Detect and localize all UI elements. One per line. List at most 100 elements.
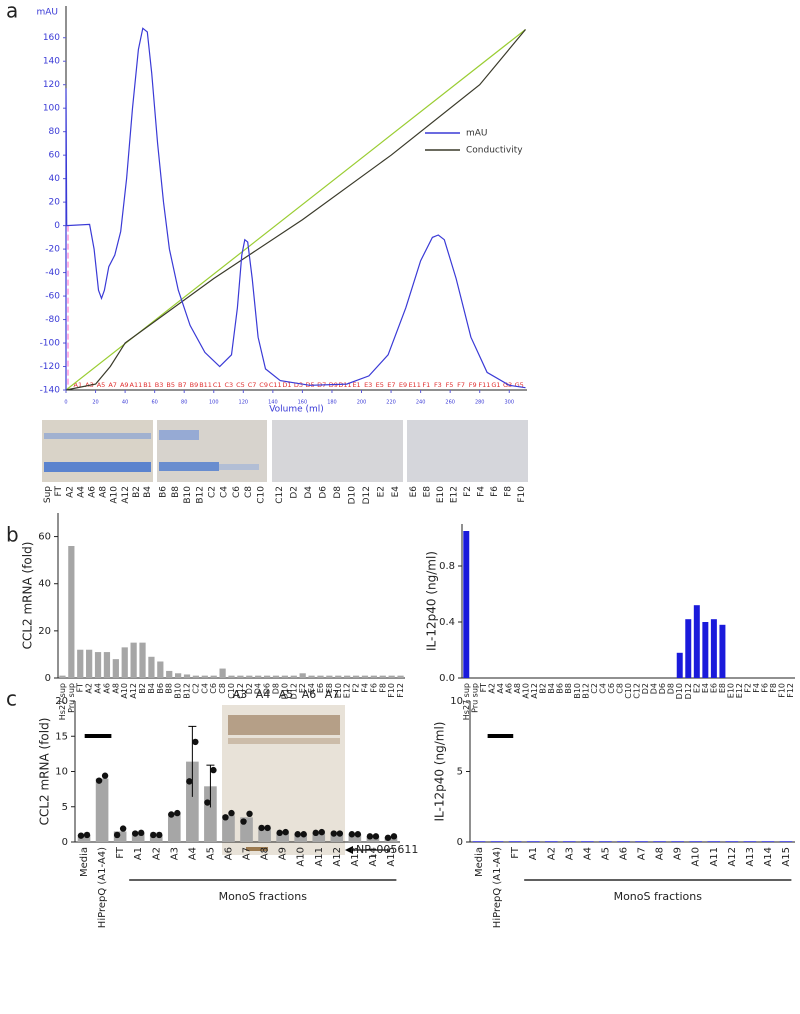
gel-lane-label: F8 — [503, 486, 513, 497]
x-tick-label: E10 — [726, 683, 735, 698]
bar — [299, 673, 306, 678]
bar — [397, 675, 404, 678]
x-tick-label: C8 — [218, 683, 227, 694]
bar — [725, 841, 739, 842]
gel-lane-label: A10 — [110, 486, 120, 504]
x-tick-label: E12 — [735, 683, 744, 698]
bar — [710, 619, 717, 678]
inset-lane-label: A4 — [256, 688, 271, 701]
x-tick-label: A8 — [655, 847, 666, 860]
bar — [112, 659, 119, 678]
x-tick-label: B6 — [556, 683, 565, 694]
fraction-label: A9 — [120, 381, 129, 389]
x-tick-label: D6 — [658, 683, 667, 694]
y-tick-label: 0 — [62, 837, 68, 848]
bar — [77, 834, 91, 842]
gel-lane-label: E2 — [377, 486, 387, 497]
replicate-point — [336, 830, 344, 837]
replicate-point — [348, 831, 356, 838]
replicate-point — [366, 833, 374, 840]
gel-lane-label: C10 — [256, 486, 266, 504]
y-tick-label: 60 — [38, 532, 51, 543]
replicate-point — [258, 824, 265, 832]
x-tick-label: D10 — [280, 683, 289, 699]
bar — [472, 841, 486, 842]
x-tick-label: D8 — [667, 683, 676, 694]
replicate-point — [131, 830, 139, 837]
data-line — [65, 27, 526, 390]
bar — [246, 675, 253, 678]
x-tick-label: A8 — [111, 683, 120, 694]
x-tick-label: A4 — [496, 683, 505, 694]
fraction-label: E7 — [387, 381, 395, 389]
x-tick-label: Pru sup — [470, 683, 479, 713]
data-line — [65, 29, 526, 391]
replicate-point — [264, 824, 271, 832]
x-tick-label: A6 — [223, 847, 234, 860]
x-tick-label: D8 — [271, 683, 280, 694]
x-tick-label: F8 — [769, 683, 778, 693]
bar — [544, 841, 558, 842]
x-tick-label: A6 — [504, 683, 513, 694]
bar — [361, 675, 369, 678]
y-tick-label: 120 — [43, 80, 60, 90]
bar — [562, 841, 576, 842]
fraction-label: C3 — [224, 381, 233, 389]
replicate-point — [174, 809, 181, 817]
bar — [281, 675, 288, 678]
x-tick-label: 300 — [504, 400, 514, 406]
inset-lane-label: A6 — [302, 688, 317, 701]
x-tick-label: A12 — [530, 683, 539, 699]
gel-lane-label: E12 — [450, 486, 460, 503]
gel-lane-label: D4 — [304, 486, 314, 499]
y-tick-label: 60 — [49, 151, 61, 161]
bar — [743, 841, 757, 842]
bar — [166, 670, 173, 678]
bracket-label: MonoS fractions — [219, 890, 308, 903]
x-tick-label: Media — [79, 847, 90, 877]
gel-lane-label: D12 — [362, 486, 372, 504]
fraction-label: C7 — [248, 381, 257, 389]
x-tick-label: 60 — [151, 400, 157, 406]
x-tick-label: B4 — [147, 683, 156, 694]
x-tick-label: A11 — [709, 847, 720, 867]
bar — [330, 833, 344, 842]
x-tick-label: FT — [479, 683, 488, 692]
y-tick-label: 80 — [49, 127, 61, 137]
x-tick-label: F12 — [786, 683, 795, 698]
x-tick-label: D2 — [245, 683, 254, 694]
bar — [490, 841, 504, 842]
x-tick-label: A3 — [564, 847, 575, 860]
bar — [508, 841, 522, 842]
x-tick-label: A10 — [296, 847, 307, 867]
replicate-point — [228, 809, 235, 817]
fraction-label: E9 — [399, 381, 407, 389]
x-tick-label: D2 — [641, 683, 650, 694]
x-tick-label: A13 — [350, 847, 361, 867]
x-tick-label: E4 — [701, 683, 710, 693]
bar — [219, 668, 226, 678]
x-tick-label: F6 — [761, 683, 770, 693]
legend-label: mAU — [466, 129, 488, 139]
x-tick-label: 240 — [416, 400, 426, 406]
bar — [617, 841, 630, 842]
fraction-label: E11 — [408, 381, 420, 389]
y-tick-label: 40 — [38, 579, 51, 590]
x-tick-label: A12 — [332, 847, 343, 867]
x-tick-label: D6 — [263, 683, 272, 694]
gel-lane-label: B12 — [195, 486, 205, 504]
x-tick-label: A7 — [242, 847, 253, 860]
bar — [370, 675, 377, 678]
bar — [183, 674, 191, 678]
fraction-label: F11 — [478, 381, 490, 389]
y-tick-label: -80 — [45, 315, 60, 325]
y-tick-label: 0.8 — [439, 561, 455, 572]
gel-lane-label: C2 — [208, 486, 218, 498]
x-tick-label: F10 — [778, 683, 787, 698]
gel-lane-label: A4 — [76, 486, 86, 498]
bar — [635, 841, 648, 842]
bar — [139, 642, 146, 678]
replicate-point — [137, 829, 145, 837]
replicate-point — [83, 831, 91, 839]
